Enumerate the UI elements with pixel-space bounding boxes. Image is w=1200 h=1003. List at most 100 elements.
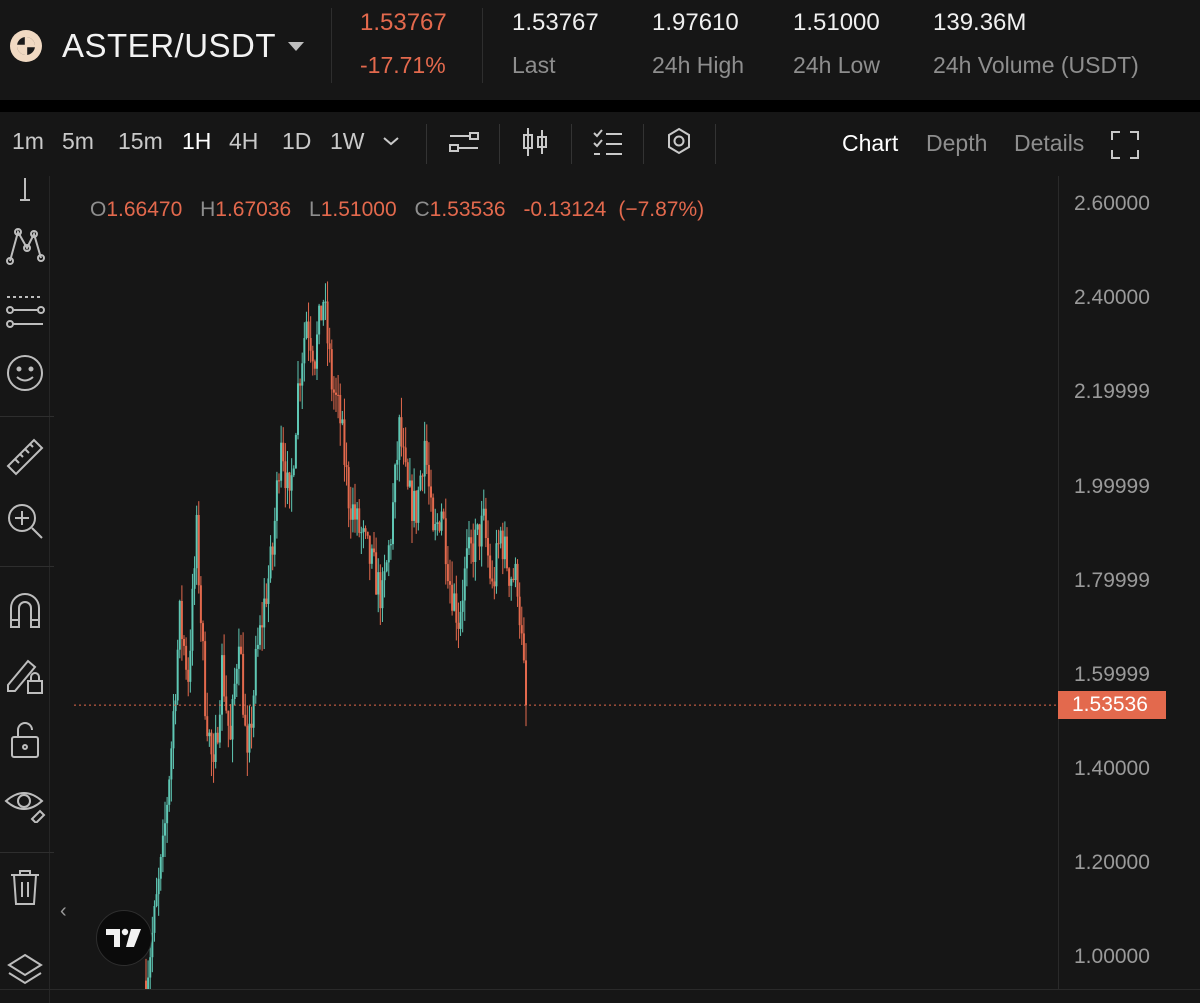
indicator-settings-icon[interactable] bbox=[448, 126, 480, 163]
timeframe-1m[interactable]: 1m bbox=[12, 128, 44, 154]
pencil-lock-icon[interactable] bbox=[0, 650, 50, 700]
candle-body bbox=[453, 593, 456, 611]
layers-icon[interactable] bbox=[0, 946, 50, 996]
candle-body bbox=[404, 447, 407, 463]
candle-body bbox=[440, 511, 443, 531]
candle-body bbox=[335, 392, 337, 395]
divider bbox=[0, 416, 54, 417]
zoom-in-icon[interactable] bbox=[0, 496, 50, 546]
trash-icon[interactable] bbox=[0, 862, 50, 912]
candle-body bbox=[250, 723, 253, 728]
candle-body bbox=[187, 669, 190, 682]
candle-body bbox=[176, 649, 179, 701]
candle-body bbox=[417, 489, 420, 523]
timeframe-15m[interactable]: 15m bbox=[118, 128, 163, 154]
divider bbox=[571, 124, 572, 164]
candle-body bbox=[354, 504, 356, 520]
tab-depth[interactable]: Depth bbox=[926, 130, 988, 156]
stat-label: 24h Low bbox=[793, 52, 880, 78]
price-tick-label: 2.40000 bbox=[1074, 286, 1150, 310]
candle-body bbox=[461, 600, 464, 612]
emoji-icon[interactable] bbox=[0, 348, 50, 398]
candle-body bbox=[459, 611, 462, 629]
checklist-icon[interactable] bbox=[592, 126, 624, 163]
candle-body bbox=[199, 585, 202, 624]
candle-body bbox=[311, 350, 314, 362]
candle-body bbox=[305, 321, 308, 339]
price-tick-label: 1.79999 bbox=[1074, 568, 1150, 592]
timeframe-1w[interactable]: 1W bbox=[330, 128, 365, 154]
candle-body bbox=[231, 698, 234, 740]
candle-body bbox=[229, 725, 232, 740]
ruler-icon[interactable] bbox=[0, 432, 50, 482]
candle-body bbox=[326, 301, 329, 344]
candle-body bbox=[195, 514, 198, 569]
candle-body bbox=[240, 646, 242, 654]
unlock-icon[interactable] bbox=[0, 714, 50, 764]
candles-layer bbox=[74, 281, 1058, 990]
candle-body bbox=[339, 394, 342, 424]
candle-body bbox=[522, 633, 525, 661]
candle-type-icon[interactable] bbox=[520, 126, 550, 163]
pair-name[interactable]: ASTER/USDT bbox=[62, 27, 277, 64]
more-timeframes-chevron-icon[interactable] bbox=[381, 134, 401, 153]
pair-dropdown-caret-icon[interactable] bbox=[288, 41, 305, 51]
fullscreen-icon[interactable] bbox=[1111, 131, 1139, 164]
candle-body bbox=[351, 504, 354, 520]
candle-body bbox=[248, 723, 251, 753]
high-value: 1.67036 bbox=[215, 198, 292, 221]
cursor-line-icon[interactable] bbox=[0, 166, 50, 216]
candle-body bbox=[370, 548, 373, 564]
eye-icon[interactable] bbox=[0, 778, 50, 828]
stat-24h-volume: 139.36M 24h Volume (USDT) bbox=[933, 8, 1139, 80]
magnet-icon[interactable] bbox=[0, 586, 50, 636]
timeframe-1h[interactable]: 1H bbox=[182, 128, 212, 154]
candle-body bbox=[170, 748, 173, 780]
candle-body bbox=[259, 625, 261, 645]
candle-body bbox=[332, 389, 335, 393]
gear-icon[interactable] bbox=[664, 126, 694, 163]
candle-body bbox=[168, 779, 171, 805]
fib-lines-icon[interactable] bbox=[0, 286, 50, 336]
pattern-icon[interactable] bbox=[0, 221, 50, 271]
candle-body bbox=[419, 475, 422, 490]
change-percent-value: (−7.87%) bbox=[618, 198, 705, 221]
price-chart[interactable]: O1.66470 H1.67036 L1.51000 C1.53536 -0.1… bbox=[54, 176, 1058, 990]
stat-24h-low: 1.51000 24h Low bbox=[793, 8, 880, 80]
candle-body bbox=[444, 518, 447, 565]
pair-selector[interactable]: ASTER/USDT bbox=[10, 24, 305, 68]
candle-body bbox=[408, 480, 411, 487]
candle-body bbox=[286, 472, 289, 489]
candle-body bbox=[261, 625, 264, 628]
candle-body bbox=[313, 361, 316, 369]
tradingview-logo-icon[interactable] bbox=[96, 910, 152, 966]
price-tick-label: 1.99999 bbox=[1074, 474, 1150, 498]
timeframe-1d[interactable]: 1D bbox=[282, 128, 312, 154]
candle-body bbox=[345, 464, 348, 468]
collapse-toolbar-chevron-icon[interactable]: ‹ bbox=[60, 900, 67, 922]
price-change-stat: 1.53767 -17.71% bbox=[360, 8, 447, 80]
candle-body bbox=[208, 732, 211, 737]
low-label: L bbox=[309, 198, 321, 221]
timeframe-4h[interactable]: 4H bbox=[229, 128, 259, 154]
candle-body bbox=[512, 578, 515, 581]
price-axis[interactable]: 2.60000 2.40000 2.19999 1.99999 1.79999 1.599… bbox=[1058, 176, 1200, 990]
tab-details[interactable]: Details bbox=[1014, 130, 1085, 156]
tab-chart[interactable]: Chart bbox=[842, 130, 899, 156]
candle-body bbox=[402, 446, 405, 448]
timeframe-5m[interactable]: 5m bbox=[62, 128, 94, 154]
candle-body bbox=[246, 725, 249, 753]
candle-body bbox=[368, 535, 371, 564]
stat-24h-high: 1.97610 24h High bbox=[652, 8, 744, 80]
candle-body bbox=[392, 502, 394, 545]
candle-body bbox=[185, 645, 188, 670]
candle-body bbox=[457, 622, 460, 629]
candle-body bbox=[434, 524, 437, 531]
candle-body bbox=[180, 600, 183, 640]
candle-body bbox=[299, 383, 302, 386]
candle-body bbox=[427, 464, 430, 487]
candle-body bbox=[206, 716, 209, 737]
candle-body bbox=[415, 490, 418, 523]
candle-body bbox=[472, 543, 475, 562]
candle-body bbox=[153, 906, 156, 933]
